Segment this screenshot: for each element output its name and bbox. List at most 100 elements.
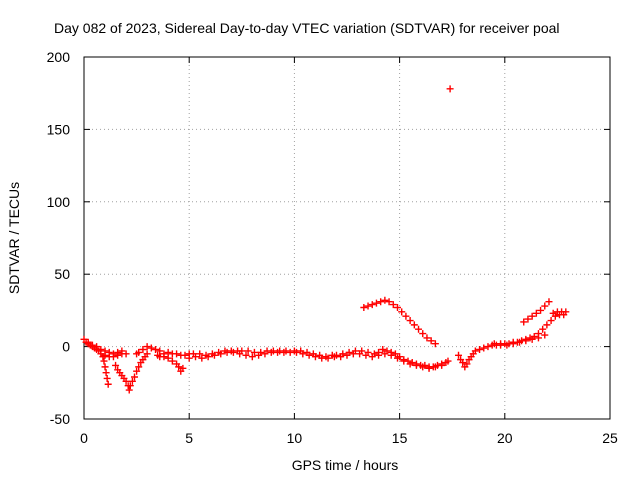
data-point [309,350,317,358]
x-tick-label: 25 [602,430,618,446]
data-point [398,308,406,316]
data-point [104,380,112,388]
data-point [419,363,427,371]
data-point [377,298,385,306]
data-point [147,344,155,352]
data-point [349,350,357,358]
data-point [410,321,418,329]
data-point [415,325,423,333]
data-point [364,302,372,310]
data-point [463,360,471,368]
data-point [126,382,134,390]
data-point [257,348,265,356]
data-point [303,348,311,356]
y-tick-label: 100 [47,194,71,210]
data-point [286,348,294,356]
data-point [143,343,151,351]
data-point [438,361,446,369]
data-point [516,338,524,346]
data-point [198,354,206,362]
y-axis-label: SDTVAR / TECUs [6,182,22,294]
data-point [539,325,547,333]
grid-lines [84,57,610,419]
data-point [534,334,542,342]
data-point [503,341,511,349]
data-point [135,363,143,371]
data-point [109,353,117,361]
data-point [520,318,528,326]
data-point [189,350,197,358]
x-tick-label: 20 [497,430,513,446]
data-point [532,309,540,317]
data-point [400,357,408,365]
data-point [490,340,498,348]
y-tick-label: 150 [47,121,71,137]
data-point [93,343,101,351]
data-point [459,359,467,367]
data-point [221,347,229,355]
data-point [393,354,401,362]
data-point [455,351,463,359]
data-point [227,347,235,355]
data-point [179,364,187,372]
data-point [208,350,216,358]
data-point [537,306,545,314]
data-point [484,343,492,351]
data-point [547,317,555,325]
data-point [173,350,181,358]
data-point [269,347,277,355]
data-point [541,331,549,339]
data-point [379,345,387,353]
data-point [143,350,151,358]
data-point [168,357,176,365]
data-point [431,340,439,348]
y-tick-label: 0 [62,339,70,355]
data-point [425,364,433,372]
data-point [263,347,271,355]
data-point [412,361,420,369]
data-point [362,351,370,359]
data-point [562,308,570,316]
data-point [406,360,414,368]
data-point [130,373,138,381]
data-point [391,350,399,358]
y-tick-label: -50 [50,411,70,427]
x-tick-label: 5 [185,430,193,446]
data-point [509,340,517,348]
x-axis-label: GPS time / hours [292,457,399,473]
data-point [316,351,324,359]
data-point [541,302,549,310]
data-point [135,348,143,356]
data-point [528,335,536,343]
data-point [297,347,305,355]
data-point [102,369,110,377]
data-point [101,351,109,359]
data-point [393,304,401,312]
data-point [242,351,250,359]
data-point [185,354,193,362]
data-point [282,347,290,355]
data-point [549,309,557,317]
data-point [360,304,368,312]
data-point [543,321,551,329]
data-point [419,330,427,338]
x-tick-label: 15 [392,430,408,446]
data-point [175,363,183,371]
data-point [423,334,431,342]
y-tick-label: 50 [54,266,70,282]
data-point [101,363,109,371]
data-point [139,345,147,353]
data-point [97,345,105,353]
data-point [368,353,376,361]
data-point [528,312,536,320]
data-point [387,351,395,359]
plot-frame [83,56,611,420]
data-point [471,347,479,355]
data-point [125,386,133,394]
data-point [88,341,96,349]
data-point [152,345,160,353]
data-point [196,350,204,358]
data-point [446,85,454,93]
data-point [385,298,393,306]
